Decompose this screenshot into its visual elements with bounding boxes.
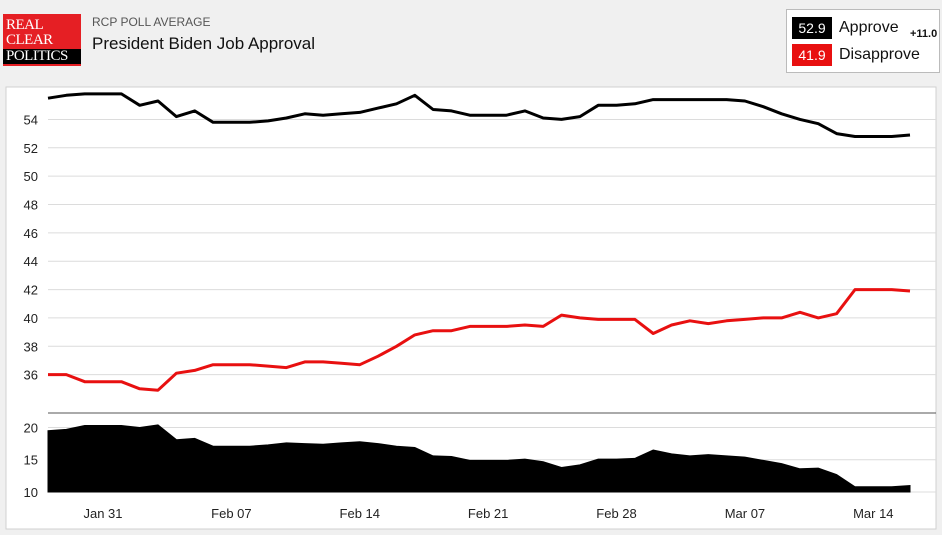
x-tick-label: Feb 07: [211, 506, 251, 521]
x-tick-label: Feb 21: [468, 506, 508, 521]
y-tick-label: 15: [24, 453, 38, 468]
y-tick-label: 44: [24, 254, 38, 269]
spread-series: [47, 424, 911, 493]
main-y-tick-labels: 36 38 40 42 44 46 48 50 52 54: [24, 112, 38, 382]
spread-y-tick-labels: 10 15 20: [24, 420, 38, 500]
spread-value: +11.0: [910, 28, 938, 40]
y-tick-label: 36: [24, 368, 38, 383]
series-line-approve[interactable]: [47, 92, 911, 138]
y-tick-label: 38: [24, 339, 38, 354]
logo-line-3: POLITICS: [3, 49, 81, 64]
logo-line-2: CLEAR: [6, 32, 53, 48]
y-tick-label: 10: [24, 485, 38, 500]
chart-legend: 52.9 Approve +11.0 41.9 Disapprove: [786, 9, 940, 73]
x-tick-label: Feb 14: [340, 506, 380, 521]
x-tick-labels: Jan 31 Feb 07 Feb 14 Feb 21 Feb 28 Mar 07 Mar …: [83, 506, 893, 521]
x-tick-label: Jan 31: [83, 506, 122, 521]
y-tick-label: 52: [24, 141, 38, 156]
y-tick-label: 20: [24, 420, 38, 435]
y-tick-label: 46: [24, 226, 38, 241]
y-tick-label: 50: [24, 169, 38, 184]
x-tick-label: Mar 14: [853, 506, 893, 521]
logo-line-1: REAL: [6, 17, 44, 33]
approve-value-badge: 52.9: [792, 17, 832, 39]
disapprove-label: Disapprove: [839, 46, 920, 63]
series-area-spread[interactable]: [47, 424, 911, 493]
y-tick-label: 48: [24, 198, 38, 213]
page-title: President Biden Job Approval: [92, 34, 316, 53]
series-line-disapprove[interactable]: [48, 288, 911, 392]
x-tick-label: Mar 07: [725, 506, 765, 521]
poll-average-label: RCP POLL AVERAGE: [92, 15, 211, 29]
y-tick-label: 54: [24, 112, 38, 127]
y-tick-label: 42: [24, 283, 38, 298]
approve-label: Approve: [839, 19, 899, 36]
approval-chart: 36 38 40 42 44 46 48 50 52 54 10 15 20 Jan 31 Feb 07…: [5, 86, 937, 530]
approval-series: [47, 92, 911, 392]
rcp-logo[interactable]: REAL CLEAR POLITICS: [3, 14, 81, 66]
main-gridlines: [48, 118, 936, 376]
chart-header: REAL CLEAR POLITICS RCP POLL AVERAGE Pre…: [0, 0, 942, 84]
disapprove-value-badge: 41.9: [792, 44, 832, 66]
x-tick-label: Feb 28: [596, 506, 636, 521]
y-tick-label: 40: [24, 311, 38, 326]
